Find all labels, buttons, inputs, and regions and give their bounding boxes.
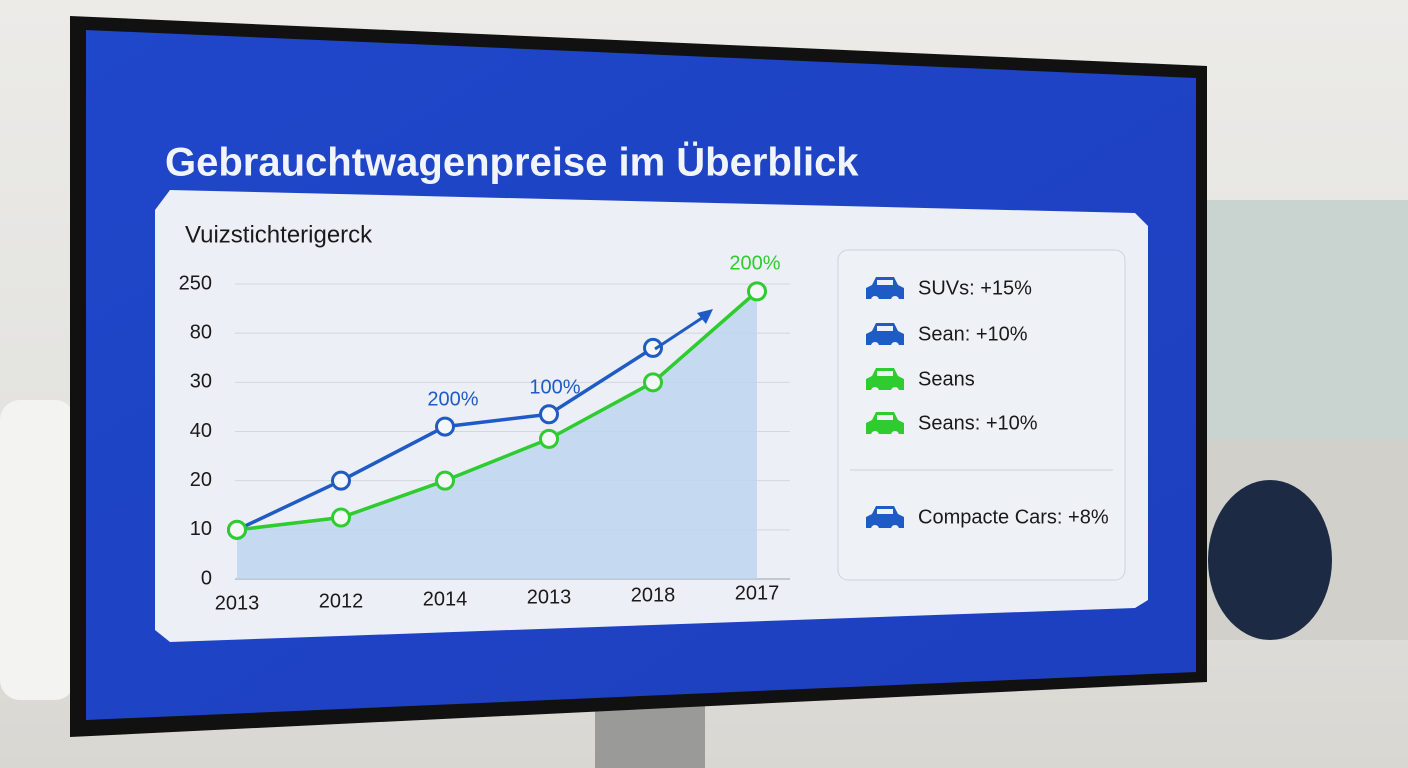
car-window: [877, 280, 893, 285]
annotation: 100%: [529, 376, 580, 398]
car-wheel: [871, 525, 879, 533]
x-tick-label: 2012: [319, 590, 364, 612]
x-tick-label: 2018: [631, 584, 676, 606]
x-tick-label: 2014: [423, 588, 468, 610]
y-tick-label: 40: [190, 420, 212, 442]
trend-arrow: [654, 314, 706, 351]
x-tick-label: 2013: [215, 592, 260, 614]
car-wheel: [891, 431, 899, 439]
car-icon: [866, 277, 904, 299]
legend-item: Compacte Cars: +8%: [866, 506, 1109, 533]
trend-arrow-head: [697, 309, 713, 324]
legend-label: Seans: +10%: [918, 412, 1038, 434]
car-window: [877, 415, 893, 420]
car-wheel: [891, 342, 899, 350]
car-wheel: [891, 525, 899, 533]
car-wheel: [891, 296, 899, 304]
tv-stand: [595, 700, 705, 768]
legend-label: Sean: +10%: [918, 323, 1028, 345]
y-tick-label: 30: [190, 371, 212, 393]
annotation: 200%: [729, 252, 780, 274]
area: [237, 291, 757, 579]
y-tick-label: 250: [179, 272, 212, 294]
car-wheel: [871, 342, 879, 350]
data-point: [331, 470, 351, 491]
x-tick-label: 2017: [735, 582, 780, 604]
car-icon: [866, 412, 904, 434]
data-point: [227, 519, 247, 540]
legend-item: SUVs: +15%: [866, 277, 1032, 304]
legend-item: Seans: +10%: [866, 412, 1038, 439]
data-point: [643, 337, 663, 358]
legend-item: Sean: +10%: [866, 323, 1028, 350]
data-point: [643, 372, 663, 393]
legend-label: SUVs: +15%: [918, 277, 1032, 299]
x-tick-label: 2013: [527, 586, 572, 608]
car-window: [877, 326, 893, 331]
y-tick-label: 10: [190, 518, 212, 540]
car-wheel: [891, 387, 899, 395]
chart-subtitle: Vuizstichterigerck: [185, 221, 373, 248]
y-tick-label: 80: [190, 321, 212, 343]
car-window: [877, 509, 893, 514]
legend-label: Seans: [918, 368, 975, 390]
data-point: [435, 470, 455, 491]
car-wheel: [871, 387, 879, 395]
car-left: [0, 400, 75, 700]
car-icon: [866, 323, 904, 345]
legend-item: Seans: [866, 368, 975, 395]
car-wheel: [871, 431, 879, 439]
legend-label: Compacte Cars: +8%: [918, 506, 1109, 528]
car-icon: [866, 368, 904, 390]
data-point: [331, 507, 351, 528]
car-window: [877, 371, 893, 376]
plot: 0 10 20 40 30 80 250 2013 2012 2014 2013 2018 2017 20…: [179, 252, 790, 614]
data-point: [747, 281, 767, 302]
data-point: [539, 404, 559, 425]
annotation: 200%: [427, 388, 478, 410]
window: [1205, 200, 1408, 440]
legend-box: [837, 249, 1126, 581]
car-wheel: [871, 296, 879, 304]
car-icon: [866, 506, 904, 528]
chart-title: Gebrauchtwagenpreise im Überblick: [165, 140, 859, 185]
y-tick-label: 0: [201, 567, 212, 589]
car-background: [1208, 480, 1332, 640]
series-line: [236, 290, 759, 532]
y-tick-label: 20: [190, 469, 212, 491]
data-point: [539, 428, 559, 449]
data-point: [435, 416, 455, 437]
